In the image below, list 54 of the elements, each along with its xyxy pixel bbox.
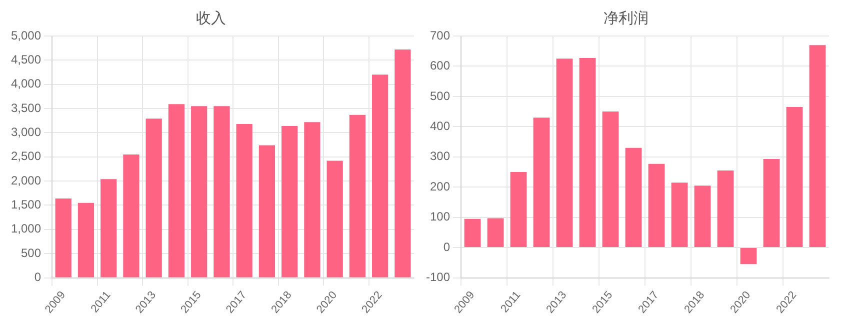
bar bbox=[304, 122, 320, 278]
y-tick-label: 4,500 bbox=[11, 52, 42, 66]
y-tick-label: 400 bbox=[430, 118, 450, 133]
bar bbox=[394, 50, 411, 278]
y-tick-label: 0 bbox=[34, 270, 42, 284]
bar bbox=[191, 106, 208, 278]
bar bbox=[694, 186, 711, 248]
bar bbox=[625, 148, 642, 248]
bar bbox=[100, 179, 117, 278]
bar bbox=[648, 164, 665, 248]
y-tick-label: 700 bbox=[430, 28, 450, 42]
bar bbox=[579, 58, 596, 248]
bar bbox=[602, 112, 619, 248]
bar bbox=[282, 126, 298, 278]
y-tick-label: 3,500 bbox=[11, 100, 42, 115]
bar bbox=[123, 154, 140, 278]
y-tick-label: 5,000 bbox=[11, 28, 42, 42]
bar bbox=[326, 160, 343, 278]
bar bbox=[556, 58, 573, 248]
chart-title: 净利润 bbox=[604, 8, 648, 27]
bar bbox=[258, 145, 276, 278]
bar bbox=[671, 182, 688, 248]
y-tick-label: 500 bbox=[21, 246, 42, 260]
bar bbox=[809, 45, 826, 248]
y-tick-label: 500 bbox=[430, 88, 450, 103]
bar bbox=[214, 106, 230, 278]
bar bbox=[464, 218, 481, 248]
y-tick-label: 100 bbox=[430, 210, 450, 224]
y-tick-label: 0 bbox=[443, 240, 450, 254]
y-tick-label: -100 bbox=[426, 270, 450, 284]
y-tick-label: 300 bbox=[430, 149, 450, 164]
bar bbox=[533, 118, 550, 248]
bar bbox=[717, 170, 734, 248]
y-tick-label: 1,500 bbox=[11, 198, 42, 212]
y-tick-label: 200 bbox=[430, 179, 450, 194]
y-tick-label: 600 bbox=[430, 58, 450, 73]
bar bbox=[55, 198, 72, 278]
bar bbox=[786, 107, 803, 248]
bar bbox=[78, 202, 94, 278]
bar bbox=[763, 159, 780, 248]
y-tick-label: 3,000 bbox=[11, 125, 42, 140]
bar bbox=[510, 172, 527, 248]
y-tick-label: 4,000 bbox=[11, 76, 42, 91]
bar bbox=[146, 118, 162, 278]
y-tick-label: 2,500 bbox=[11, 149, 42, 164]
chart-title: 收入 bbox=[196, 8, 226, 27]
bar bbox=[372, 74, 388, 278]
y-tick-label: 2,000 bbox=[11, 173, 42, 188]
bar bbox=[487, 218, 504, 248]
bar bbox=[349, 114, 366, 278]
bar bbox=[236, 124, 252, 278]
y-tick-label: 1,000 bbox=[11, 222, 42, 236]
bar bbox=[740, 248, 757, 264]
bar bbox=[168, 104, 185, 278]
